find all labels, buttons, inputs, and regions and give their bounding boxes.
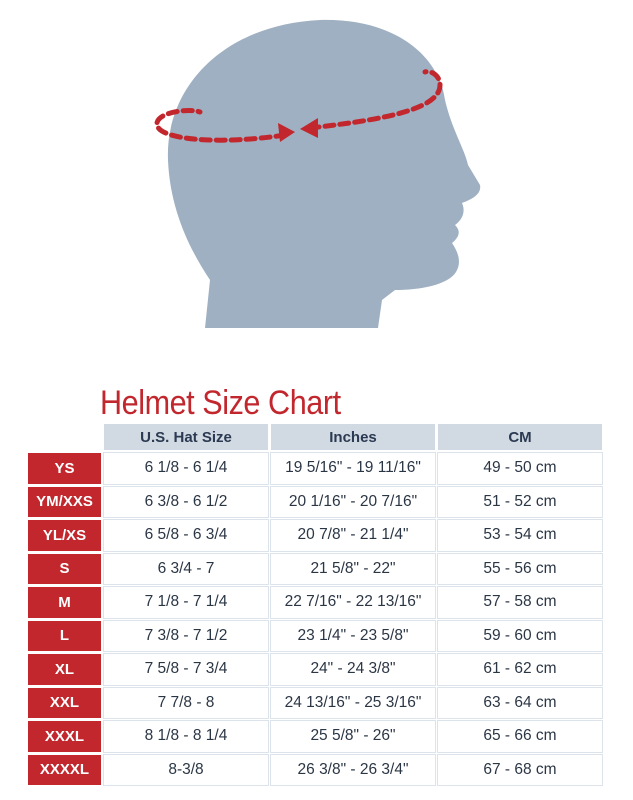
blank-header [28,424,101,450]
size-label: S [28,553,101,584]
inches-cell: 23 1/4" - 23 5/8" [270,619,436,652]
size-label: XXL [28,687,101,718]
cm-cell: 67 - 68 cm [437,753,603,786]
cm-cell: 49 - 50 cm [437,452,603,485]
arrow-right-icon [278,123,295,142]
hat-size-cell: 6 3/8 - 6 1/2 [103,485,269,518]
size-label: M [28,587,101,618]
inches-cell: 25 5/8" - 26" [270,720,436,753]
size-chart-table: U.S. Hat Size Inches CM YS 6 1/8 - 6 1/4 1… [25,421,605,788]
size-label: YL/XS [28,520,101,551]
table-row: XL 7 5/8 - 7 3/4 24" - 24 3/8" 61 - 62 cm [28,653,603,686]
table-row: XXXL 8 1/8 - 8 1/4 25 5/8" - 26" 65 - 66 cm [28,720,603,753]
column-header-inches: Inches [271,424,435,450]
column-header-cm: CM [438,424,602,450]
table-row: XXXXL 8-3/8 26 3/8" - 26 3/4" 67 - 68 cm [28,753,603,786]
hat-size-cell: 8 1/8 - 8 1/4 [103,720,269,753]
measuring-tape-icon [154,69,443,143]
hat-size-cell: 7 3/8 - 7 1/2 [103,619,269,652]
size-label: XL [28,654,101,685]
head-measurement-illustration [154,19,481,328]
size-label: YS [28,453,101,484]
table-row: XXL 7 7/8 - 8 24 13/16" - 25 3/16" 63 - 64 … [28,686,603,719]
head-silhouette [167,19,481,328]
hat-size-cell: 6 5/8 - 6 3/4 [103,519,269,552]
table-row: YL/XS 6 5/8 - 6 3/4 20 7/8" - 21 1/4" 53 - … [28,519,603,552]
size-label: YM/XXS [28,486,101,517]
cm-cell: 53 - 54 cm [437,519,603,552]
table-row: YM/XXS 6 3/8 - 6 1/2 20 1/16" - 20 7/16" 51… [28,485,603,518]
inches-cell: 24 13/16" - 25 3/16" [270,686,436,719]
cm-cell: 59 - 60 cm [437,619,603,652]
cm-cell: 51 - 52 cm [437,485,603,518]
inches-cell: 26 3/8" - 26 3/4" [270,753,436,786]
hat-size-cell: 7 1/8 - 7 1/4 [103,586,269,619]
table-row: YS 6 1/8 - 6 1/4 19 5/16" - 19 11/16" 49 - … [28,452,603,485]
cm-cell: 65 - 66 cm [437,720,603,753]
inches-cell: 24" - 24 3/8" [270,653,436,686]
size-label: XXXL [28,721,101,752]
chart-title: Helmet Size Chart [100,384,341,422]
inches-cell: 19 5/16" - 19 11/16" [270,452,436,485]
cm-cell: 57 - 58 cm [437,586,603,619]
cm-cell: 63 - 64 cm [437,686,603,719]
hat-size-cell: 6 3/4 - 7 [103,552,269,585]
hat-size-cell: 8-3/8 [103,753,269,786]
cm-cell: 55 - 56 cm [437,552,603,585]
hat-size-cell: 7 5/8 - 7 3/4 [103,653,269,686]
hat-size-cell: 6 1/8 - 6 1/4 [103,452,269,485]
inches-cell: 22 7/16" - 22 13/16" [270,586,436,619]
arrow-left-icon [300,118,318,138]
inches-cell: 20 1/16" - 20 7/16" [270,485,436,518]
inches-cell: 21 5/8" - 22" [270,552,436,585]
inches-cell: 20 7/8" - 21 1/4" [270,519,436,552]
size-label: XXXXL [28,754,101,785]
header-row: U.S. Hat Size Inches CM [28,424,602,450]
hat-size-cell: 7 7/8 - 8 [103,686,269,719]
size-label: L [28,620,101,651]
column-header-hat-size: U.S. Hat Size [104,424,268,450]
cm-cell: 61 - 62 cm [437,653,603,686]
